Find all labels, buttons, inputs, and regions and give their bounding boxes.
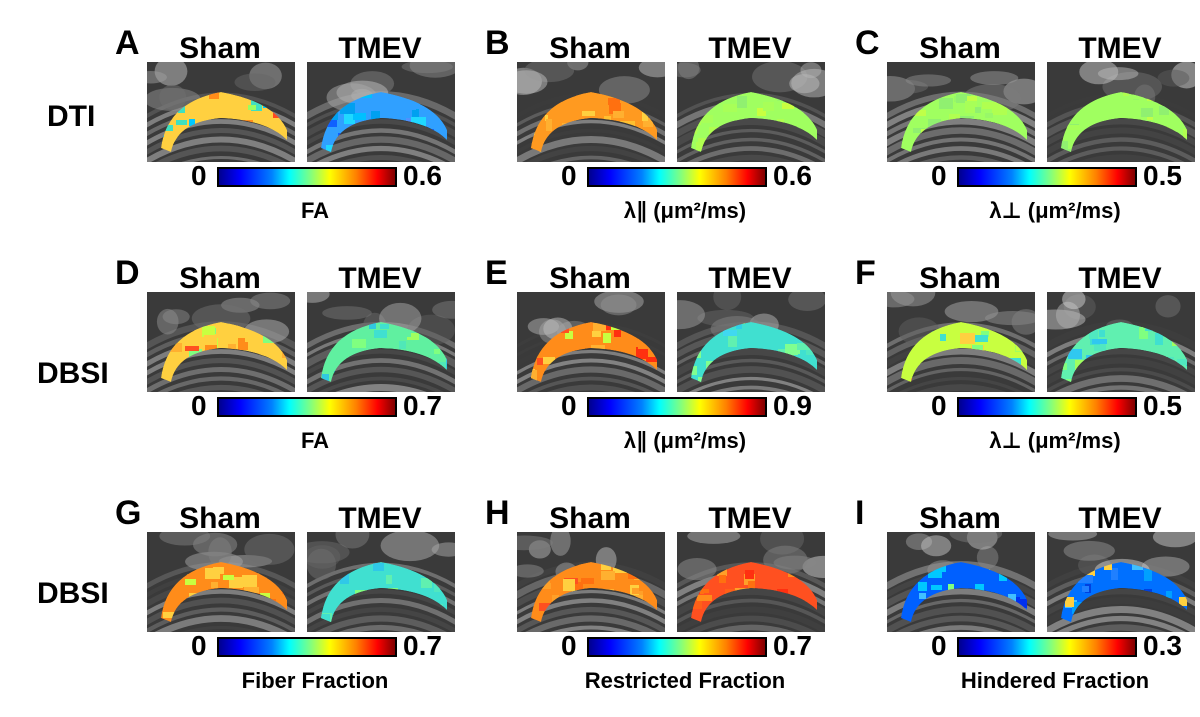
tmev-label: TMEV bbox=[1078, 502, 1162, 535]
panel-letter: D bbox=[115, 254, 140, 292]
panel-letter: I bbox=[855, 494, 865, 532]
colorbar-min: 0 bbox=[931, 390, 947, 421]
sham-label: Sham bbox=[179, 32, 261, 65]
tmev-label: TMEV bbox=[708, 32, 792, 65]
row-label-dti: DTI bbox=[47, 100, 96, 133]
colorbar-max: 0.7 bbox=[773, 630, 812, 661]
tmev-label: TMEV bbox=[708, 262, 792, 295]
tmev-label: TMEV bbox=[338, 502, 422, 535]
panel-f: F Sham TMEV 0 0.5 λ⊥ (μm²/ms) bbox=[855, 254, 1195, 470]
sham-label: Sham bbox=[549, 262, 631, 295]
sham-map-image bbox=[517, 532, 665, 632]
colorbar-caption: FA bbox=[300, 428, 330, 453]
colorbar-caption: λ⊥ (μm²/ms) bbox=[989, 428, 1121, 453]
sham-label: Sham bbox=[549, 32, 631, 65]
colorbar-min: 0 bbox=[561, 630, 577, 661]
colorbar-caption: FA bbox=[300, 198, 330, 223]
tmev-map-image bbox=[307, 532, 455, 632]
panel-e: E Sham TMEV 0 0.9 λ∥ (μm²/ms) bbox=[485, 254, 825, 470]
panel-letter: E bbox=[485, 254, 508, 292]
colorbar-min: 0 bbox=[931, 630, 947, 661]
panel-i: I Sham TMEV 0 0.3 Hindered Fraction bbox=[855, 494, 1195, 710]
tmev-map-image bbox=[1047, 532, 1195, 632]
row-label-dbsi-1: DBSI bbox=[37, 357, 109, 390]
colorbar-min: 0 bbox=[931, 160, 947, 191]
tmev-map-image bbox=[677, 292, 825, 392]
colorbar-max: 0.9 bbox=[773, 390, 812, 421]
panel-a: A Sham TMEV 0 0.6 FA bbox=[115, 24, 455, 240]
colorbar-min: 0 bbox=[561, 160, 577, 191]
sham-map-image bbox=[517, 292, 665, 392]
sham-map-image bbox=[887, 532, 1035, 632]
colorbar-max: 0.3 bbox=[1143, 630, 1182, 661]
tmev-label: TMEV bbox=[1078, 262, 1162, 295]
panel-letter: G bbox=[115, 494, 142, 532]
colorbar-caption: Hindered Fraction bbox=[960, 668, 1150, 693]
panel-letter: H bbox=[485, 494, 510, 532]
sham-map-image bbox=[147, 532, 295, 632]
sham-map-image bbox=[517, 62, 665, 162]
colorbar bbox=[587, 637, 767, 657]
panel-c: C Sham TMEV 0 0.5 λ⊥ (μm²/ms) bbox=[855, 24, 1195, 240]
colorbar bbox=[957, 637, 1137, 657]
colorbar-min: 0 bbox=[191, 160, 207, 191]
colorbar-caption: Fiber Fraction bbox=[241, 668, 389, 693]
colorbar-max: 0.6 bbox=[773, 160, 812, 191]
sham-label: Sham bbox=[549, 502, 631, 535]
colorbar bbox=[217, 637, 397, 657]
colorbar-max: 0.6 bbox=[403, 160, 442, 191]
tmev-map-image bbox=[1047, 62, 1195, 162]
colorbar bbox=[957, 397, 1137, 417]
panel-g: G Sham TMEV 0 0.7 Fiber Fraction bbox=[115, 494, 455, 710]
colorbar bbox=[217, 167, 397, 187]
colorbar bbox=[587, 397, 767, 417]
panel-h: H Sham TMEV 0 0.7 Restricted Fraction bbox=[485, 494, 825, 710]
sham-label: Sham bbox=[919, 262, 1001, 295]
tmev-map-image bbox=[677, 62, 825, 162]
sham-label: Sham bbox=[179, 502, 261, 535]
panel-d: D Sham TMEV 0 0.7 FA bbox=[115, 254, 455, 470]
tmev-label: TMEV bbox=[338, 262, 422, 295]
sham-label: Sham bbox=[919, 502, 1001, 535]
row-label-dbsi-2: DBSI bbox=[37, 577, 109, 610]
tmev-label: TMEV bbox=[1078, 32, 1162, 65]
panel-letter: F bbox=[855, 254, 876, 292]
panel-b: B Sham TMEV 0 0.6 λ∥ (μm²/ms) bbox=[485, 24, 825, 240]
sham-map-image bbox=[887, 292, 1035, 392]
panel-letter: B bbox=[485, 24, 510, 62]
colorbar-min: 0 bbox=[191, 390, 207, 421]
colorbar-caption: λ⊥ (μm²/ms) bbox=[989, 198, 1121, 223]
colorbar-max: 0.5 bbox=[1143, 160, 1182, 191]
sham-map-image bbox=[147, 292, 295, 392]
colorbar-caption: λ∥ (μm²/ms) bbox=[623, 428, 747, 453]
colorbar-max: 0.7 bbox=[403, 630, 442, 661]
tmev-map-image bbox=[677, 532, 825, 632]
colorbar-caption: λ∥ (μm²/ms) bbox=[623, 198, 747, 223]
tmev-label: TMEV bbox=[338, 32, 422, 65]
panel-letter: C bbox=[855, 24, 880, 62]
colorbar-max: 0.7 bbox=[403, 390, 442, 421]
tmev-map-image bbox=[307, 292, 455, 392]
sham-map-image bbox=[147, 62, 295, 162]
sham-label: Sham bbox=[919, 32, 1001, 65]
tmev-map-image bbox=[1047, 292, 1195, 392]
colorbar bbox=[957, 167, 1137, 187]
colorbar bbox=[217, 397, 397, 417]
colorbar-caption: Restricted Fraction bbox=[584, 668, 786, 693]
sham-map-image bbox=[887, 62, 1035, 162]
tmev-map-image bbox=[307, 62, 455, 162]
tmev-label: TMEV bbox=[708, 502, 792, 535]
colorbar-min: 0 bbox=[191, 630, 207, 661]
colorbar bbox=[587, 167, 767, 187]
colorbar-min: 0 bbox=[561, 390, 577, 421]
panel-letter: A bbox=[115, 24, 140, 62]
sham-label: Sham bbox=[179, 262, 261, 295]
colorbar-max: 0.5 bbox=[1143, 390, 1182, 421]
